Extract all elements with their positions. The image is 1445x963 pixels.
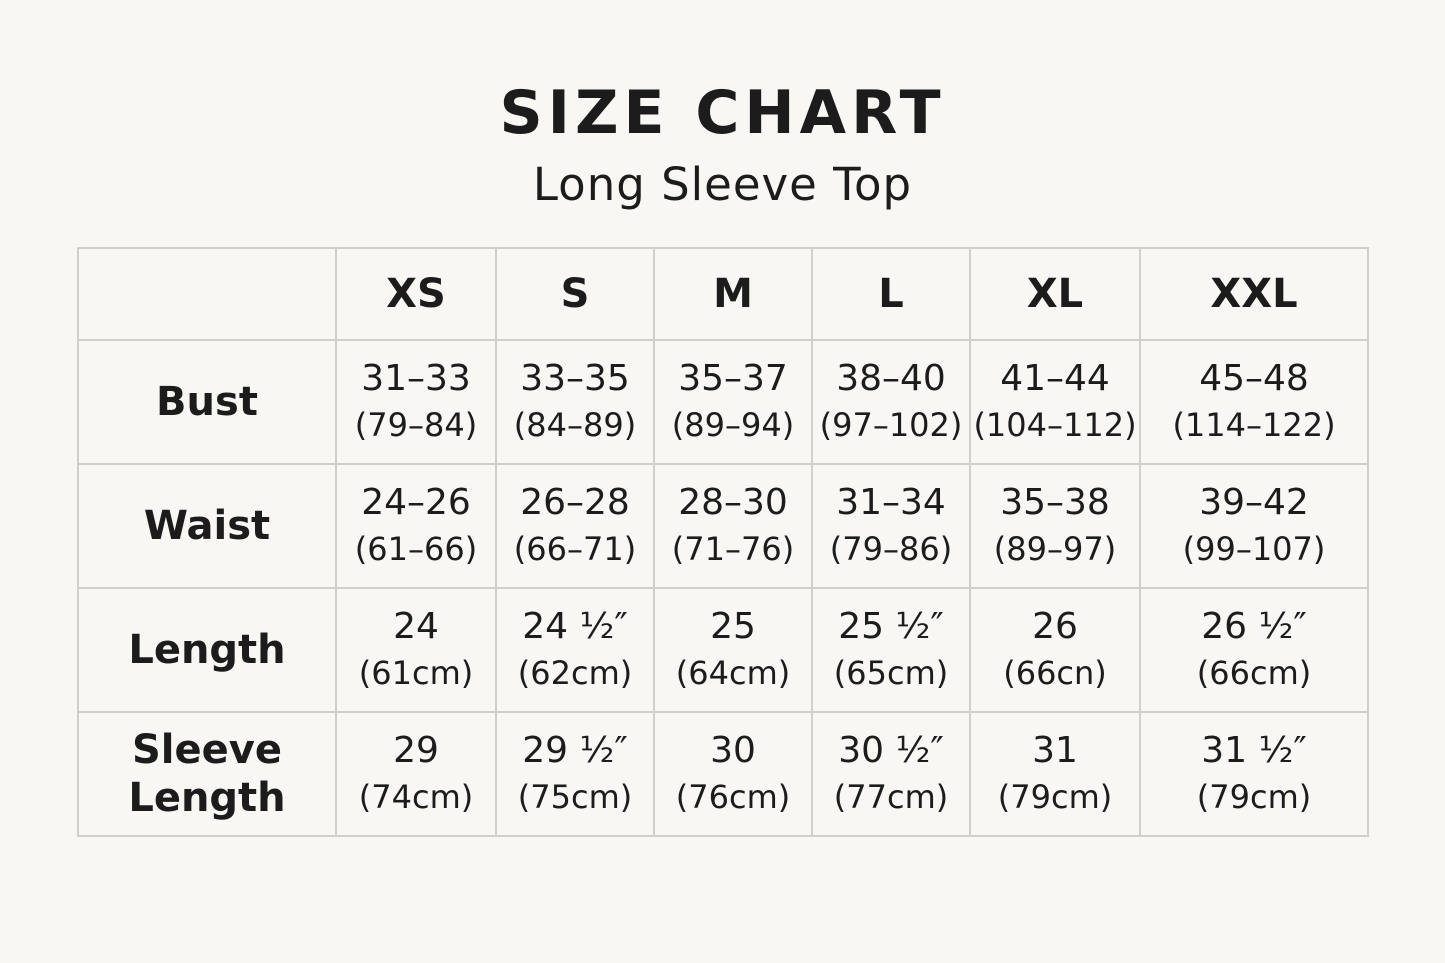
row-label-text: Length [128, 627, 286, 673]
measurement-cell: 31 (79cm) [969, 711, 1141, 837]
value-inches: 26 ½″ [1201, 606, 1307, 647]
row-label-text: Bust [156, 379, 258, 425]
measurement-cell: 26 ½″ (66cm) [1139, 587, 1369, 713]
value-inches: 31–33 [361, 358, 471, 399]
value-cm: (89–97) [993, 530, 1117, 568]
value-cm: (74cm) [358, 778, 474, 816]
value-cm: (65cm) [833, 654, 949, 692]
measurement-cell: 25 ½″ (65cm) [811, 587, 971, 713]
size-table: XS S M L XL XXL Bust 31–33 (79–84) 33–35 (84–89) 3… [77, 247, 1369, 837]
value-inches: 31 [1032, 730, 1078, 771]
value-cm: (61–66) [354, 530, 478, 568]
measurement-cell: 30 ½″ (77cm) [811, 711, 971, 837]
measurement-cell: 24 (61cm) [335, 587, 497, 713]
value-inches: 25 ½″ [838, 606, 944, 647]
table-row: Sleeve Length 29 (74cm) 29 ½″ (75cm) 30 (76cm)… [77, 711, 1369, 837]
measurement-cell: 28–30 (71–76) [653, 463, 813, 589]
value-inches: 24–26 [361, 482, 471, 523]
size-header-xl: XL [969, 247, 1141, 341]
corner-cell [77, 247, 337, 341]
value-cm: (66–71) [513, 530, 637, 568]
table-row: Length 24 (61cm) 24 ½″ (62cm) 25 (64cm) 25 ½″ (6… [77, 587, 1369, 713]
value-inches: 35–37 [678, 358, 788, 399]
value-inches: 25 [710, 606, 756, 647]
measurement-cell: 31–34 (79–86) [811, 463, 971, 589]
table-row: Bust 31–33 (79–84) 33–35 (84–89) 35–37 (89–94)… [77, 339, 1369, 465]
value-inches: 30 [710, 730, 756, 771]
row-label: Sleeve Length [77, 711, 337, 837]
value-cm: (104–112) [973, 406, 1137, 444]
value-cm: (99–107) [1182, 530, 1326, 568]
measurement-cell: 29 ½″ (75cm) [495, 711, 655, 837]
size-header-xxl: XXL [1139, 247, 1369, 341]
value-inches: 41–44 [1000, 358, 1110, 399]
value-cm: (84–89) [513, 406, 637, 444]
measurement-cell: 29 (74cm) [335, 711, 497, 837]
measurement-cell: 35–38 (89–97) [969, 463, 1141, 589]
value-cm: (79cm) [1196, 778, 1312, 816]
value-inches: 31–34 [836, 482, 946, 523]
value-cm: (75cm) [517, 778, 633, 816]
row-label: Length [77, 587, 337, 713]
measurement-cell: 39–42 (99–107) [1139, 463, 1369, 589]
measurement-cell: 33–35 (84–89) [495, 339, 655, 465]
value-inches: 26 [1032, 606, 1078, 647]
size-header-l: L [811, 247, 971, 341]
value-cm: (66cn) [1003, 654, 1107, 692]
measurement-cell: 41–44 (104–112) [969, 339, 1141, 465]
row-label: Waist [77, 463, 337, 589]
value-inches: 28–30 [678, 482, 788, 523]
value-inches: 30 ½″ [838, 730, 944, 771]
header-row: XS S M L XL XXL [77, 247, 1369, 341]
row-label-text: Waist [143, 503, 271, 549]
measurement-cell: 45–48 (114–122) [1139, 339, 1369, 465]
value-cm: (64cm) [675, 654, 791, 692]
row-label: Bust [77, 339, 337, 465]
value-cm: (97–102) [819, 406, 963, 444]
value-cm: (79–86) [829, 530, 953, 568]
value-inches: 24 ½″ [522, 606, 628, 647]
measurement-cell: 24 ½″ (62cm) [495, 587, 655, 713]
measurement-cell: 24–26 (61–66) [335, 463, 497, 589]
measurement-cell: 26–28 (66–71) [495, 463, 655, 589]
table-row: Waist 24–26 (61–66) 26–28 (66–71) 28–30 (71–76… [77, 463, 1369, 589]
value-inches: 29 [393, 730, 439, 771]
value-cm: (76cm) [675, 778, 791, 816]
measurement-cell: 30 (76cm) [653, 711, 813, 837]
row-label-text: Sleeve Length [128, 727, 286, 821]
value-inches: 29 ½″ [522, 730, 628, 771]
value-inches: 31 ½″ [1201, 730, 1307, 771]
value-inches: 39–42 [1199, 482, 1309, 523]
measurement-cell: 35–37 (89–94) [653, 339, 813, 465]
value-cm: (61cm) [358, 654, 474, 692]
value-inches: 24 [393, 606, 439, 647]
value-inches: 45–48 [1199, 358, 1309, 399]
value-cm: (79cm) [997, 778, 1113, 816]
measurement-cell: 31–33 (79–84) [335, 339, 497, 465]
value-cm: (89–94) [671, 406, 795, 444]
value-inches: 38–40 [836, 358, 946, 399]
value-cm: (79–84) [354, 406, 478, 444]
size-header-xs: XS [335, 247, 497, 341]
value-cm: (66cm) [1196, 654, 1312, 692]
page-title: SIZE CHART [499, 78, 946, 148]
measurement-cell: 38–40 (97–102) [811, 339, 971, 465]
page-subtitle: Long Sleeve Top [532, 158, 913, 211]
value-inches: 35–38 [1000, 482, 1110, 523]
measurement-cell: 26 (66cn) [969, 587, 1141, 713]
value-cm: (114–122) [1172, 406, 1336, 444]
size-header-s: S [495, 247, 655, 341]
value-cm: (77cm) [833, 778, 949, 816]
value-inches: 26–28 [520, 482, 630, 523]
value-inches: 33–35 [520, 358, 630, 399]
measurement-cell: 25 (64cm) [653, 587, 813, 713]
value-cm: (62cm) [517, 654, 633, 692]
size-header-m: M [653, 247, 813, 341]
value-cm: (71–76) [671, 530, 795, 568]
measurement-cell: 31 ½″ (79cm) [1139, 711, 1369, 837]
